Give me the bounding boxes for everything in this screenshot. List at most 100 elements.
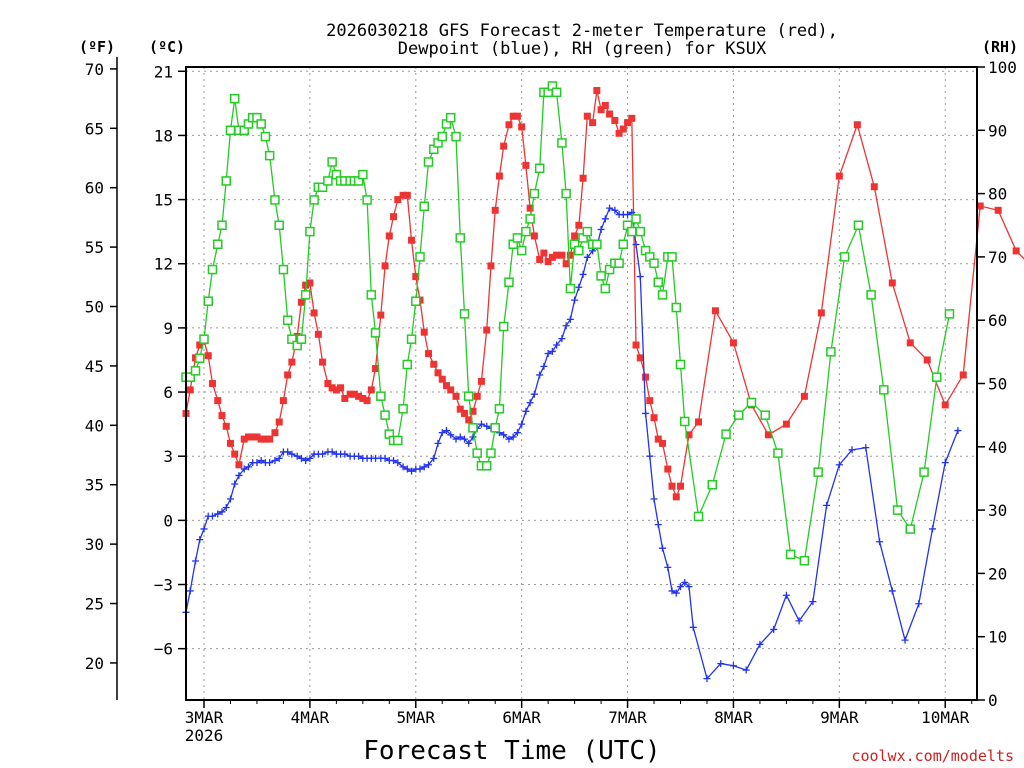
temp-point <box>208 380 216 387</box>
rh-point <box>287 334 297 344</box>
temp-point <box>646 397 654 405</box>
temp-point <box>279 397 287 405</box>
dewpoint-point <box>664 563 672 571</box>
rh-point <box>600 283 611 294</box>
dewpoint-point <box>284 448 292 456</box>
temp-point <box>800 392 808 400</box>
dewpoint-point <box>442 427 450 435</box>
dewpoint-point <box>901 636 909 644</box>
rh-point <box>229 93 240 104</box>
rh-point <box>905 524 916 534</box>
c-tick-label: 12 <box>154 255 173 274</box>
temp-point <box>628 114 636 122</box>
dewpoint-point <box>566 315 574 323</box>
temp-point <box>650 414 658 422</box>
temp-point <box>677 482 685 490</box>
temp-point <box>306 279 314 287</box>
dewpoint-point <box>558 335 566 343</box>
temp-point <box>222 422 230 430</box>
dewpoint-point <box>835 461 843 469</box>
temp-point <box>473 392 481 400</box>
dewpoint-point <box>447 431 455 439</box>
rh-tick-label: 20 <box>988 564 1007 583</box>
c-tick-label: 3 <box>163 447 173 466</box>
temp-point <box>664 465 672 473</box>
series-layer <box>181 81 1024 683</box>
temp-point <box>385 232 393 240</box>
rh-point <box>944 309 955 319</box>
temp-point <box>456 405 464 413</box>
chart-title-line2: Dewpoint (blue), RH (green) for KSUX <box>398 39 767 59</box>
dewpoint-point <box>553 341 561 349</box>
rh-point <box>190 366 201 376</box>
dewpoint-point <box>509 433 517 441</box>
temp-point <box>619 125 627 133</box>
temp-point <box>906 339 914 347</box>
temp-point <box>288 358 296 366</box>
temp-point <box>959 371 967 379</box>
temp-point <box>235 461 243 469</box>
temp-point <box>941 401 949 409</box>
temp-point <box>442 382 450 390</box>
rh-tick-label: 50 <box>988 375 1007 394</box>
rh-tick-label: 70 <box>988 248 1007 267</box>
temp-point <box>611 116 619 124</box>
rh-tick-label: 30 <box>988 501 1007 520</box>
temp-point <box>654 435 662 443</box>
temp-point <box>297 298 305 306</box>
temp-point <box>372 365 380 373</box>
rh-point <box>653 277 664 287</box>
temp-point <box>218 412 226 420</box>
rh-point <box>393 435 403 446</box>
temp-point <box>275 418 283 426</box>
rh-point <box>679 416 690 427</box>
temp-point <box>346 390 354 398</box>
temp-point <box>495 172 503 180</box>
c-tick-label: −6 <box>154 640 173 659</box>
dewpoint-point <box>579 270 587 278</box>
unit-label-f: (ºF) <box>79 38 115 56</box>
temp-point <box>597 106 605 114</box>
rh-point <box>733 410 744 420</box>
dewpoint-point <box>659 544 667 552</box>
rh-point <box>657 290 668 300</box>
temp-point <box>408 236 416 244</box>
rh-point <box>274 220 284 230</box>
dewpoint-point <box>677 583 685 591</box>
rh-point <box>406 334 417 344</box>
temp-point <box>447 386 455 394</box>
rh-point <box>932 372 942 382</box>
x-tick-label: 8MAR <box>714 708 753 727</box>
temp-point <box>505 121 513 129</box>
temp-point <box>359 394 367 402</box>
rh-point <box>264 150 275 161</box>
dewpoint-point <box>642 409 650 417</box>
rh-point <box>419 201 430 212</box>
rh-tick-label: 60 <box>988 311 1007 330</box>
f-tick-label: 25 <box>85 595 104 614</box>
rh-point <box>521 226 531 237</box>
rh-point <box>270 195 280 205</box>
rh-point <box>402 359 413 370</box>
rh-point <box>463 391 474 401</box>
rh-tick-label: 80 <box>988 185 1007 204</box>
temp-point <box>500 142 508 150</box>
temp-point <box>434 369 442 377</box>
temp-point <box>244 433 252 441</box>
dewpoint-point <box>848 446 856 454</box>
rh-point <box>305 226 315 237</box>
temp-point <box>302 281 310 289</box>
temp-point <box>994 206 1002 214</box>
dewpoint-point <box>483 422 491 430</box>
dewpoint-point <box>434 439 442 447</box>
temp-point <box>420 328 428 336</box>
temp-point <box>566 251 574 259</box>
temp-point <box>350 390 358 398</box>
plot-frame <box>185 66 978 701</box>
rh-point <box>398 404 408 414</box>
temp-point <box>615 129 623 137</box>
rh-point <box>618 239 629 249</box>
dewpoint-point <box>668 587 676 595</box>
